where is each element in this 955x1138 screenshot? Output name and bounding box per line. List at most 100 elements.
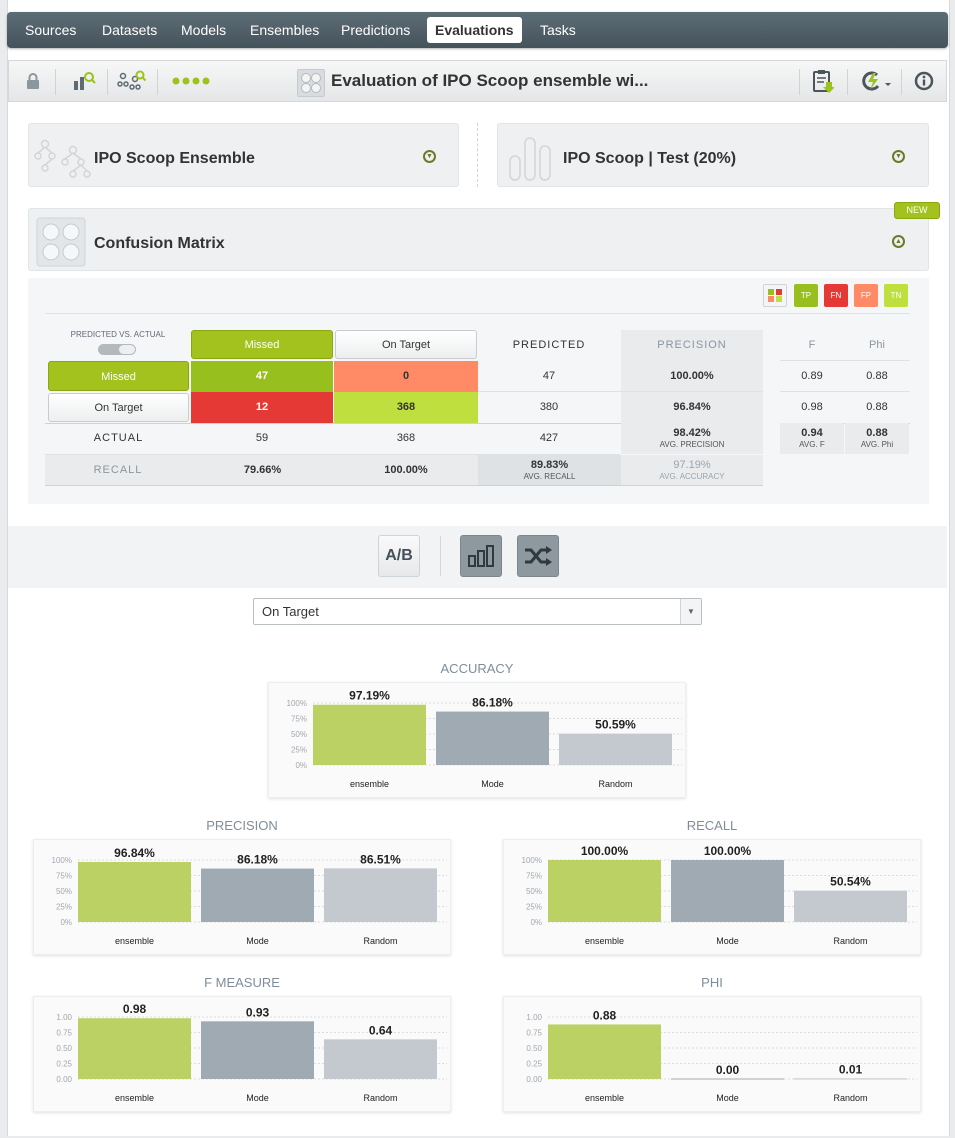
actual-missed: 59 [255,432,269,444]
evaluation-toolbar: Evaluation of IPO Scoop ensemble wi... [8,60,947,102]
bar-value-label: 0.01 [839,1062,863,1076]
bar-ensemble[interactable] [548,1024,661,1079]
confusion-matrix-title: Confusion Matrix [94,235,225,252]
avg-precision-value: 98.42% [673,427,711,439]
bar-ensemble[interactable] [548,860,661,922]
nav-ensembles[interactable]: Ensembles [250,22,320,38]
recall-label: RECALL [45,455,191,486]
x-category-label: Mode [246,936,269,946]
f-ontarget: 0.98 [801,401,823,413]
ab-compare-button[interactable]: A/B [378,535,420,577]
y-tick-label: 25% [291,746,307,755]
model-panel-title[interactable]: IPO Scoop Ensemble [94,150,255,167]
y-tick-label: 25% [56,903,72,912]
nav-evaluations[interactable]: Evaluations [427,17,522,43]
expand-dataset-icon[interactable]: ▼ [892,150,905,163]
avg-recall-label: AVG. RECALL [523,472,576,481]
bar-mode[interactable] [201,868,314,922]
predicted-vs-actual-toggle[interactable] [98,344,136,355]
top-nav: Sources Datasets Models Ensembles Predic… [7,12,948,48]
nav-tasks[interactable]: Tasks [540,22,576,38]
y-tick-label: 0.75 [526,1029,542,1038]
y-tick-label: 0.50 [56,1044,72,1053]
download-report-icon[interactable] [811,69,835,93]
bar-chart-svg: 100% 75% 50% 25% 0% 97.19% ensemble 86.18% Mode 5… [287,689,682,789]
bar-value-label: 96.84% [114,846,155,860]
y-tick-label: 0% [60,918,72,927]
precision-missed: 100.00% [621,361,763,392]
nav-predictions[interactable]: Predictions [341,22,411,38]
color-legend-icon[interactable] [763,284,787,307]
bar-value-label: 0.00 [716,1063,740,1077]
bar-ensemble[interactable] [78,1018,191,1079]
bar-mode[interactable] [201,1021,314,1079]
bar-value-label: 50.59% [595,718,636,732]
y-tick-label: 0.25 [56,1060,72,1069]
legend-tn[interactable]: TN [884,284,908,307]
x-category-label: Random [363,936,397,946]
evaluation-thumbnail-icon [297,69,325,97]
collapse-matrix-icon[interactable]: ▲ [892,235,905,248]
panel-divider [477,123,478,187]
class-select[interactable]: On Target ▼ [253,598,702,625]
x-category-label: Mode [246,1093,269,1103]
actual-ontarget: 368 [396,432,416,444]
f-header: F [808,339,816,351]
bar-value-label: 100.00% [704,844,752,858]
bar-random[interactable] [794,890,907,922]
bar-ensemble[interactable] [78,861,191,922]
legend-fp[interactable]: FP [854,284,878,307]
bar-random[interactable] [324,868,437,922]
legend-fn[interactable]: FN [824,284,848,307]
bar-chart-svg: 100% 75% 50% 25% 0% 100.00% ensemble 100.00% Mod… [522,844,917,946]
precision-ontarget: 96.84% [621,392,763,423]
phi-chart-title: PHI [701,975,723,990]
expand-model-icon[interactable]: ▼ [423,150,436,163]
nav-models[interactable]: Models [181,22,227,38]
bar-chart-svg: 100% 75% 50% 25% 0% 96.84% ensemble 86.18% Mode 8… [52,846,447,946]
bar-value-label: 100.00% [581,844,629,858]
bar-random[interactable] [559,733,672,765]
more-dots-icon[interactable] [171,69,211,93]
page-title: Evaluation of IPO Scoop ensemble wi... [331,71,649,90]
col-missed-button[interactable]: Missed [191,330,333,359]
bar-random[interactable] [324,1039,437,1079]
chevron-down-icon[interactable]: ▼ [680,599,701,624]
actions-menu-icon[interactable] [859,69,893,93]
dataset-icon [509,137,551,181]
model-view-icon[interactable] [71,69,97,93]
bar-mode[interactable] [671,860,784,922]
row-ontarget-button[interactable]: On Target [48,393,189,422]
legend-tp[interactable]: TP [794,284,818,307]
avg-precision: 98.42% AVG. PRECISION [621,423,763,454]
x-category-label: Mode [716,936,739,946]
confusion-matrix-panel: Confusion Matrix ▲ [28,208,929,271]
avg-accuracy: 97.19% AVG. ACCURACY [621,455,763,486]
row-missed-button[interactable]: Missed [48,361,189,391]
f-measure-chart-title: F MEASURE [204,975,280,990]
nav-datasets[interactable]: Datasets [102,22,158,38]
bar-value-label: 50.54% [830,875,871,889]
bar-mode[interactable] [436,711,549,765]
model-panel: IPO Scoop Ensemble ▼ [28,123,459,187]
x-category-label: Random [833,936,867,946]
nav-sources[interactable]: Sources [25,22,77,38]
predicted-missed-total: 47 [542,370,556,382]
dataset-panel: IPO Scoop | Test (20%) ▼ [497,123,929,187]
bar-ensemble[interactable] [313,704,426,765]
ensemble-view-icon[interactable] [117,69,147,93]
actual-label: ACTUAL [93,432,144,444]
recall-missed: 79.66% [191,455,334,486]
bar-value-label: 0.93 [246,1005,270,1019]
x-category-label: Random [833,1093,867,1103]
lock-icon[interactable] [25,69,41,93]
precision-chart: 100% 75% 50% 25% 0% 96.84% ensemble 86.18% Mode 8… [33,839,451,955]
x-category-label: ensemble [350,779,389,789]
info-icon[interactable] [913,69,935,93]
y-tick-label: 75% [526,872,542,881]
shuffle-view-button[interactable] [517,535,559,577]
col-ontarget-button[interactable]: On Target [335,330,477,359]
dataset-panel-title[interactable]: IPO Scoop | Test (20%) [563,150,737,167]
y-tick-label: 50% [526,887,542,896]
bar-chart-view-button[interactable] [460,535,502,577]
